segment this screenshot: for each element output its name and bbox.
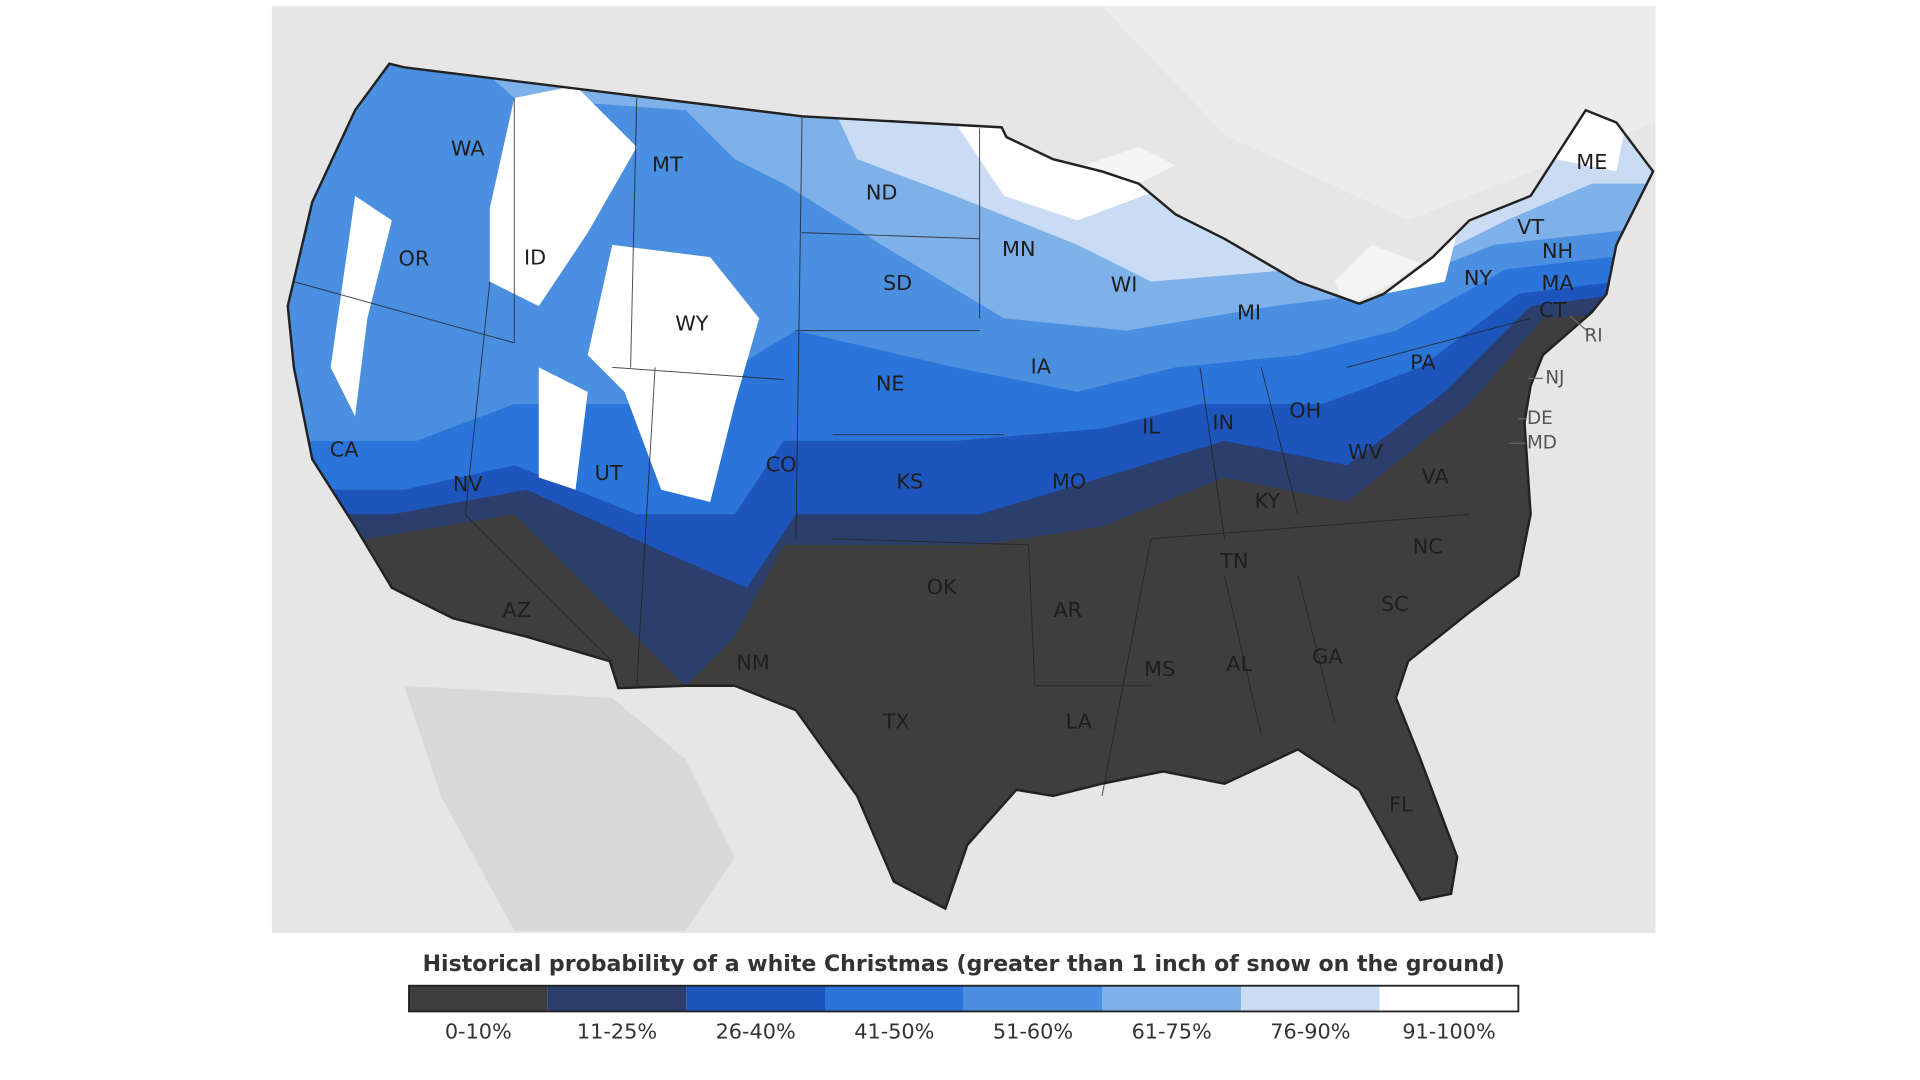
state-label: MI (1237, 300, 1261, 324)
state-label: ME (1576, 150, 1607, 174)
state-label: WV (1348, 440, 1384, 464)
state-label: MS (1144, 657, 1175, 681)
state-label: ID (524, 245, 546, 269)
map: WA MT ND ME OR ID MN WI NY VT NH MA CT R… (271, 6, 1656, 1043)
legend-swatch (1241, 985, 1380, 1012)
state-borders (293, 97, 1531, 797)
state-label: AR (1053, 598, 1082, 622)
state-label: WI (1111, 272, 1138, 296)
state-label: LA (1066, 709, 1093, 733)
legend-title: Historical probability of a white Christ… (423, 952, 1505, 977)
state-label: GA (1312, 645, 1343, 669)
zone (330, 85, 760, 503)
state-label: IN (1212, 411, 1234, 435)
state-label: NH (1542, 239, 1573, 263)
state-label: DE (1527, 408, 1553, 429)
state-label: TN (1219, 549, 1248, 573)
canada (271, 6, 1656, 221)
state-label: NY (1464, 266, 1493, 290)
state-label: PA (1410, 351, 1436, 375)
state-label: CO (766, 452, 797, 476)
legend-label: 91-100% (1402, 1019, 1495, 1043)
legend-frame (408, 984, 1520, 1013)
zone (955, 97, 1629, 294)
legend-swatch (1102, 985, 1242, 1012)
state-label: MN (1002, 237, 1036, 261)
mexico (404, 685, 735, 931)
state-label: AZ (502, 598, 530, 622)
state-label: NC (1413, 534, 1443, 558)
state-label: MA (1541, 271, 1574, 295)
state-label: KY (1255, 489, 1281, 513)
legend: Historical probability of a white Christ… (408, 952, 1520, 1043)
legend-swatch (825, 985, 964, 1012)
legend-label: 11-25% (577, 1019, 657, 1043)
legend-swatch (547, 985, 687, 1012)
legend-label: 76-90% (1270, 1019, 1350, 1043)
legend-swatch (963, 985, 1103, 1012)
state-label: MO (1052, 469, 1086, 493)
state-label: TX (882, 709, 910, 733)
state-label: ND (866, 180, 898, 204)
state-label: MD (1527, 432, 1557, 453)
legend-label: 0-10% (445, 1019, 512, 1043)
state-label: IL (1142, 414, 1160, 438)
state-label: OH (1289, 398, 1321, 422)
state-label: VA (1422, 465, 1450, 489)
state-label: WA (451, 136, 485, 160)
state-label: CA (330, 438, 360, 462)
state-label: AL (1226, 652, 1252, 676)
state-labels: WA MT ND ME OR ID MN WI NY VT NH MA CT R… (330, 136, 1608, 816)
state-label: FL (1389, 793, 1413, 817)
state-label: KS (896, 469, 923, 493)
legend-swatch (408, 985, 548, 1012)
legend-swatch (1379, 985, 1519, 1012)
legend-swatch (686, 985, 826, 1012)
legend-label: 61-75% (1132, 1019, 1212, 1043)
legend-label: 26-40% (716, 1019, 796, 1043)
state-label: OR (398, 247, 429, 271)
state-label: IA (1031, 354, 1052, 378)
state-label: SD (883, 271, 912, 295)
state-label: NE (876, 371, 905, 395)
state-label: OK (927, 575, 958, 599)
state-label: MT (652, 152, 683, 176)
legend-label: 41-50% (854, 1019, 934, 1043)
state-label: UT (595, 461, 623, 485)
state-label: RI (1585, 326, 1603, 347)
state-label: SC (1381, 592, 1409, 616)
legend-label: 51-60% (993, 1019, 1073, 1043)
state-label: NV (453, 472, 484, 496)
state-label: CT (1539, 298, 1567, 322)
state-label: WY (675, 311, 709, 335)
state-label: NM (736, 651, 770, 675)
leader-line (1569, 315, 1588, 332)
state-label: NJ (1545, 367, 1564, 388)
state-label: VT (1517, 215, 1544, 239)
